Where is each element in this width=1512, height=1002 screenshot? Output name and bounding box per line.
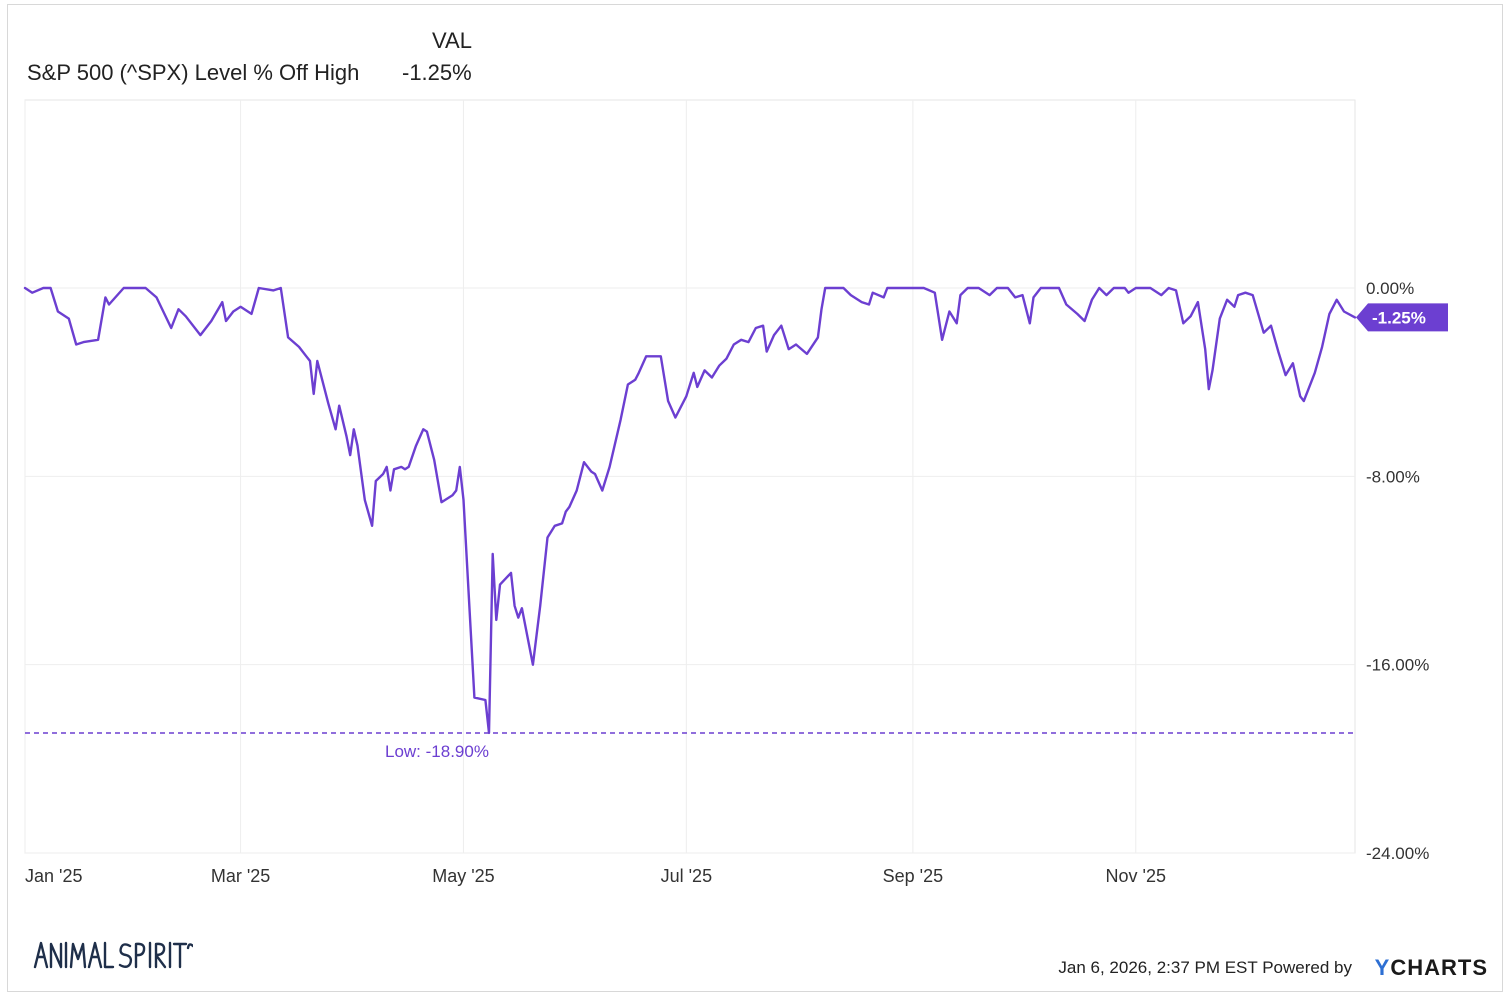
- y-tick-label: -24.00%: [1366, 844, 1429, 863]
- last-value-label: -1.25%: [1372, 308, 1426, 327]
- y-tick-label: -16.00%: [1366, 656, 1429, 675]
- timestamp: Jan 6, 2026, 2:37 PM EST: [1058, 958, 1258, 977]
- footer-meta: Jan 6, 2026, 2:37 PM EST Powered by: [1058, 958, 1352, 978]
- x-tick-label: Mar '25: [211, 866, 270, 886]
- x-tick-label: Jan '25: [25, 866, 82, 886]
- y-tick-label: -8.00%: [1366, 467, 1420, 486]
- ycharts-logo: YCHARTS: [1375, 955, 1488, 981]
- powered-by: Powered by: [1262, 958, 1352, 977]
- series-label: S&P 500 (^SPX) Level % Off High: [27, 60, 360, 85]
- chart-frame: [7, 4, 1503, 992]
- series-line: [23, 286, 1357, 735]
- x-tick-label: Sep '25: [883, 866, 944, 886]
- ycharts-logo-text: CHARTS: [1390, 955, 1488, 980]
- y-tick-label: 0.00%: [1366, 279, 1414, 298]
- x-tick-label: Jul '25: [661, 866, 712, 886]
- x-tick-label: May '25: [432, 866, 494, 886]
- low-annotation-label: Low: -18.90%: [385, 742, 489, 761]
- x-tick-label: Nov '25: [1106, 866, 1166, 886]
- ycharts-logo-y: Y: [1374, 955, 1391, 980]
- column-header: VAL: [432, 28, 472, 53]
- animal-spirits-logo: [33, 935, 195, 980]
- series-value: -1.25%: [402, 60, 472, 85]
- last-value-badge: [1356, 303, 1448, 332]
